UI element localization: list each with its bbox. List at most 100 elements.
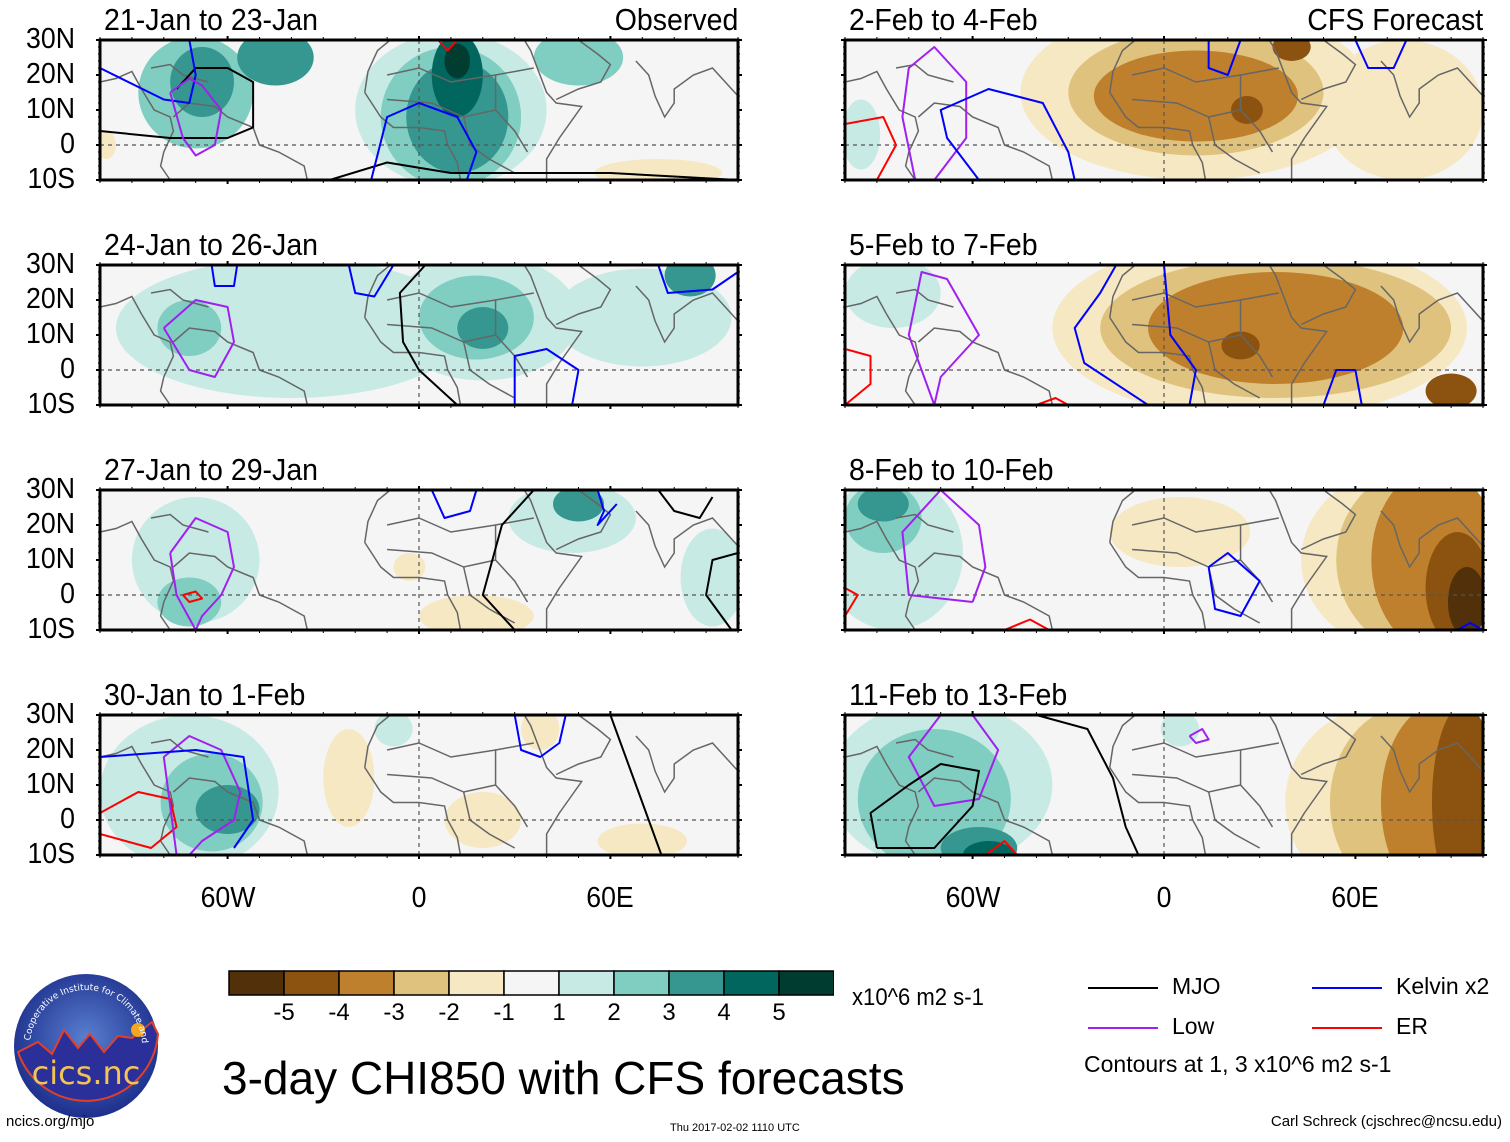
- y-tick-label: 10S: [27, 838, 75, 870]
- colorbar-label: -4: [328, 999, 350, 1026]
- anomaly-region: [1272, 40, 1311, 61]
- y-tick-label: 20N: [26, 58, 76, 90]
- anomaly-region: [444, 43, 471, 79]
- anomaly-region: [857, 490, 909, 522]
- coastline: [845, 70, 920, 180]
- coastline: [1300, 265, 1357, 326]
- kelvin-contour: [1322, 369, 1363, 405]
- coastline: [895, 288, 954, 308]
- coastline: [150, 513, 209, 533]
- anomaly-region: [1109, 497, 1251, 567]
- map-canvas: [96, 36, 742, 184]
- anomaly-region: [521, 715, 560, 750]
- kelvin-contour: [100, 40, 197, 104]
- coastline: [895, 738, 954, 758]
- kelvin-contour: [1207, 552, 1261, 617]
- coastline: [1207, 566, 1261, 624]
- coastline: [1268, 490, 1329, 630]
- anomaly-region: [508, 490, 636, 553]
- anomaly-region: [845, 265, 941, 328]
- er-contour: [100, 791, 178, 849]
- coastline: [523, 490, 584, 630]
- y-tick-label: 10N: [26, 768, 76, 800]
- er-contour: [984, 840, 1018, 855]
- anomaly-region: [323, 729, 375, 827]
- low-contour: [169, 517, 235, 630]
- colorbar-label: -1: [493, 999, 515, 1026]
- mountains-icon: [16, 1020, 160, 1102]
- footer-url[interactable]: ncics.org/mjo: [6, 1113, 95, 1130]
- colorbar-swatch: [338, 970, 395, 996]
- colorbar-label: 3: [662, 999, 676, 1026]
- coastline: [555, 40, 612, 101]
- x-tick-label: 60W: [200, 882, 256, 914]
- x-tick-label: 0: [411, 882, 427, 914]
- colorbar-label: 2: [607, 999, 621, 1026]
- y-tick-label: 30N: [26, 698, 76, 730]
- coastline: [635, 735, 738, 794]
- coastline: [386, 67, 497, 118]
- x-tick-label: 60E: [1331, 882, 1380, 914]
- coastline: [150, 288, 209, 308]
- kelvin-legend-line: [1312, 987, 1382, 989]
- kelvin-contour: [100, 749, 255, 849]
- colorbar-swatch: [558, 970, 615, 996]
- coastline: [895, 513, 954, 533]
- coastline: [364, 767, 462, 855]
- coastline: [386, 292, 497, 343]
- colorbar-swatch: [448, 970, 505, 996]
- low-contour: [907, 715, 1000, 807]
- coastline: [917, 327, 1054, 405]
- coastline: [386, 742, 497, 793]
- kelvin-contour: [210, 265, 239, 287]
- coastline: [1109, 92, 1207, 180]
- coastline: [364, 265, 391, 318]
- coastline: [917, 102, 1054, 180]
- panel-title: 11-Feb to 13-Feb: [849, 677, 1068, 712]
- coastline: [1300, 40, 1357, 101]
- anomaly-region: [444, 792, 522, 848]
- er-contour: [845, 116, 898, 180]
- coastline: [895, 63, 954, 83]
- anomaly-region: [552, 490, 605, 522]
- footer-author: Carl Schreck (cjschrec@ncsu.edu): [1270, 1113, 1502, 1130]
- kelvin-contour: [596, 490, 618, 526]
- legend-note: Contours at 1, 3 x10^6 m2 s-1: [1084, 1051, 1392, 1077]
- kelvin-contour: [939, 88, 1076, 180]
- mjo-contour: [869, 763, 980, 849]
- coastline: [364, 715, 391, 768]
- map-canvas: [841, 486, 1487, 634]
- anomaly-region: [680, 528, 738, 627]
- footer-timestamp: Thu 2017-02-02 1110 UTC: [670, 1122, 800, 1134]
- coastline: [555, 715, 612, 776]
- x-tick-label: 60W: [945, 882, 1001, 914]
- coastline: [555, 265, 612, 326]
- coastline: [1131, 292, 1242, 343]
- coastline: [845, 295, 920, 405]
- coastline: [1268, 715, 1329, 855]
- coastline: [1109, 715, 1136, 768]
- coastline: [1300, 715, 1357, 776]
- low-contour: [907, 271, 980, 405]
- coastlines: [845, 490, 1483, 630]
- coastline: [1109, 317, 1207, 405]
- panel-title: 24-Jan to 26-Jan: [104, 227, 319, 262]
- anomaly-region: [116, 265, 467, 398]
- coastline: [555, 490, 612, 551]
- low-contour: [162, 299, 235, 378]
- y-tick-label: 10S: [27, 388, 75, 420]
- coastline: [1207, 791, 1261, 849]
- coastlines: [845, 40, 1483, 180]
- coastline: [100, 745, 175, 855]
- coastline: [1268, 265, 1329, 405]
- mjo-contour: [398, 265, 458, 405]
- kelvin-contour: [347, 265, 395, 298]
- y-tick-label: 0: [60, 803, 75, 835]
- colorbar-swatch: [503, 970, 560, 996]
- panel-title: 2-Feb to 4-Feb: [849, 2, 1038, 37]
- coastline: [1240, 67, 1279, 76]
- low-contour: [901, 490, 987, 603]
- x-tick-label: 60E: [586, 882, 635, 914]
- er-contour: [437, 40, 459, 52]
- panel-title: 5-Feb to 7-Feb: [849, 227, 1038, 262]
